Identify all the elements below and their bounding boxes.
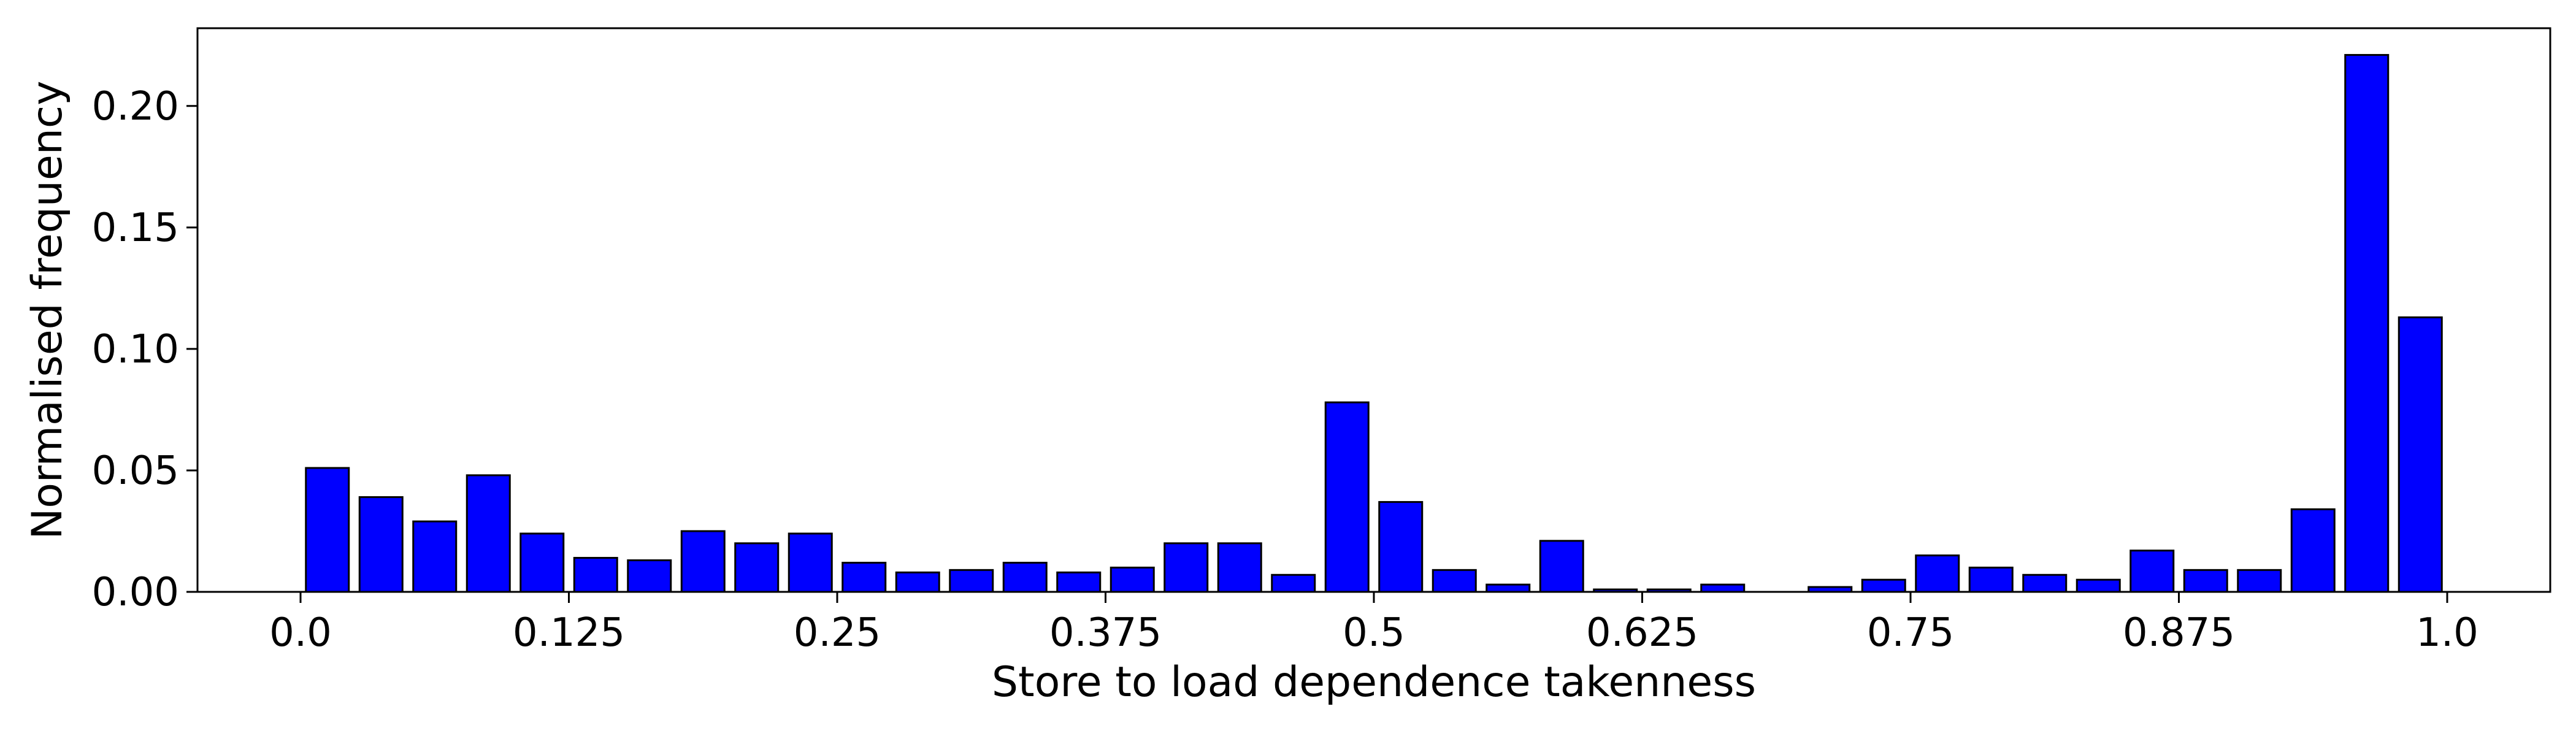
x-tick-label: 0.875 xyxy=(2123,610,2235,656)
bar xyxy=(2129,550,2175,593)
bar xyxy=(1700,583,1746,593)
x-tick-label: 0.625 xyxy=(1586,610,1698,656)
x-tick-label: 1.0 xyxy=(2416,610,2478,656)
plot-frame xyxy=(196,27,2551,593)
y-tick-label: 0.00 xyxy=(92,570,180,615)
bar xyxy=(627,559,672,593)
x-tick-label: 0.25 xyxy=(794,610,881,656)
bar xyxy=(2022,573,2068,593)
y-tick-label: 0.10 xyxy=(92,327,180,372)
x-tick-label: 0.0 xyxy=(269,610,332,656)
x-tick-label: 0.125 xyxy=(513,610,625,656)
bars-group xyxy=(305,54,2443,593)
bar xyxy=(841,561,887,593)
bar xyxy=(949,569,994,593)
bar xyxy=(1861,578,1906,593)
y-axis: 0.00 0.05 0.10 0.15 0.20 xyxy=(92,84,197,615)
y-tick-label: 0.05 xyxy=(92,448,180,494)
bar xyxy=(2183,569,2228,593)
bar xyxy=(1324,401,1370,593)
bar xyxy=(734,542,780,593)
bar xyxy=(519,532,565,593)
bar xyxy=(895,571,940,593)
bar xyxy=(2344,54,2390,593)
y-axis-label: Normalised frequency xyxy=(23,80,72,539)
bar xyxy=(1968,566,2014,593)
bar xyxy=(1002,561,1048,593)
bar xyxy=(305,467,350,593)
bar xyxy=(1271,573,1316,593)
bar xyxy=(2398,316,2443,593)
bar xyxy=(1539,540,1584,593)
bar xyxy=(1056,571,1102,593)
x-axis: 0.0 0.125 0.25 0.375 0.5 0.625 0.75 0.875 1.0 xyxy=(269,592,2478,656)
y-tick-label: 0.15 xyxy=(92,205,180,251)
bar xyxy=(2076,578,2121,593)
bar xyxy=(1110,566,1155,593)
bar xyxy=(573,557,618,593)
bar xyxy=(2237,569,2282,593)
bar xyxy=(1217,542,1262,593)
bar xyxy=(1378,500,1424,593)
bar xyxy=(1163,542,1209,593)
x-tick-label: 0.5 xyxy=(1343,610,1405,656)
bar xyxy=(788,532,833,593)
bar xyxy=(358,496,404,593)
bar xyxy=(466,474,511,593)
bar xyxy=(1915,554,1960,593)
x-axis-label: Store to load dependence takenness xyxy=(992,658,1756,707)
bar xyxy=(1485,583,1531,593)
bar xyxy=(2290,508,2336,593)
x-tick-label: 0.375 xyxy=(1049,610,1162,656)
bar xyxy=(680,530,726,593)
bar xyxy=(1432,569,1477,593)
x-tick-label: 0.75 xyxy=(1867,610,1955,656)
bar xyxy=(412,520,458,593)
y-tick-label: 0.20 xyxy=(92,84,180,129)
